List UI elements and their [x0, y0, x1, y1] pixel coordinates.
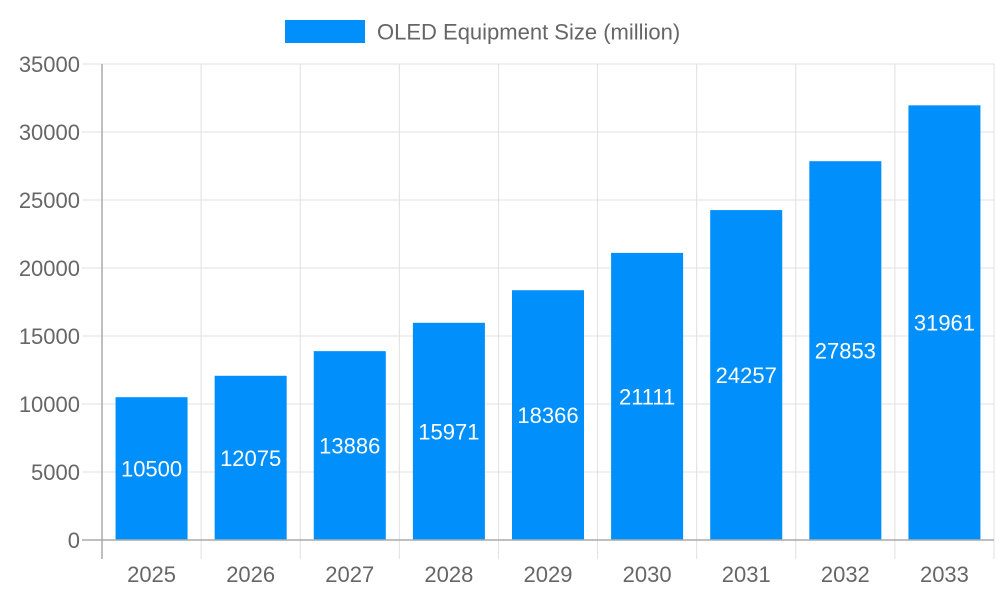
x-tick-label: 2030 [623, 562, 672, 587]
data-label: 10500 [121, 457, 182, 482]
y-tick-label: 30000 [19, 120, 80, 145]
x-tick-label: 2027 [325, 562, 374, 587]
x-tick-label: 2033 [920, 562, 969, 587]
x-tick-label: 2029 [524, 562, 573, 587]
bar [313, 351, 386, 540]
bar [611, 252, 684, 541]
bar [214, 375, 287, 540]
grid [82, 63, 995, 559]
data-label: 24257 [716, 363, 777, 388]
x-tick-label: 2026 [226, 562, 275, 587]
x-tick-label: 2025 [127, 562, 176, 587]
data-label: 27853 [815, 339, 876, 364]
bar [512, 290, 584, 540]
bar [908, 105, 981, 541]
bar [115, 397, 188, 540]
y-tick-label: 25000 [19, 188, 80, 213]
legend-swatch [285, 20, 365, 43]
data-label: 31961 [914, 311, 975, 336]
x-tick-label: 2028 [424, 562, 473, 587]
bars: 10500 12075 13886 15971 18366 21111 24257 27853… [115, 105, 981, 541]
data-label: 15971 [418, 419, 479, 444]
y-tick-label: 10000 [19, 392, 80, 417]
bar [412, 322, 485, 540]
data-label: 18366 [517, 403, 578, 428]
y-tick-label: 20000 [19, 256, 80, 281]
data-label: 12075 [220, 446, 281, 471]
axes: 0 5000 10000 15000 20000 25000 30000 35000 2025 2… [19, 52, 994, 587]
legend-label: OLED Equipment Size (million) [377, 20, 680, 45]
bar [809, 161, 882, 540]
x-tick-label: 2032 [821, 562, 870, 587]
data-label: 13886 [319, 434, 380, 459]
y-tick-label: 35000 [19, 52, 80, 77]
legend[interactable]: OLED Equipment Size (million) [285, 20, 680, 45]
y-tick-label: 15000 [19, 324, 80, 349]
y-tick-label: 5000 [31, 460, 80, 485]
y-tick-label: 0 [68, 528, 80, 553]
bar [710, 210, 783, 540]
data-label: 21111 [619, 384, 675, 409]
x-tick-label: 2031 [722, 562, 771, 587]
